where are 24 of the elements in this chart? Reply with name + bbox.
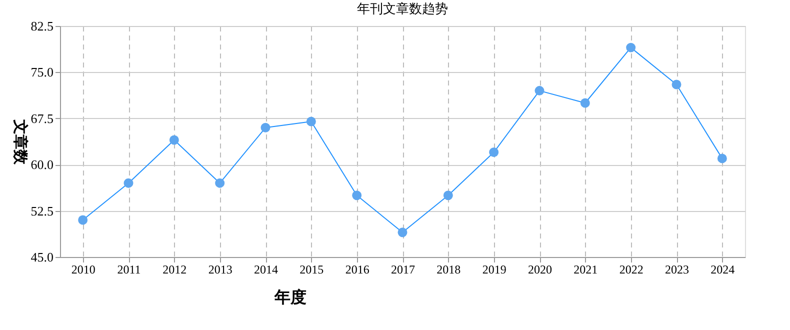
x-tick-label: 2015: [300, 262, 324, 276]
y-tick-label: 75.0: [30, 64, 54, 80]
x-tick-label: 2010: [71, 262, 96, 276]
x-axis-title: 年度: [274, 288, 306, 306]
x-tick-label: 2021: [574, 262, 598, 276]
y-tick-label: 67.5: [30, 110, 54, 126]
x-tick-label: 2019: [482, 262, 506, 276]
x-tick-label: 2023: [665, 262, 689, 276]
x-tick-label: 2011: [117, 262, 141, 276]
x-tick-label: 2017: [391, 262, 415, 276]
chart-title: 年刊文章数趋势: [357, 1, 448, 16]
x-tick-label: 2012: [162, 262, 187, 276]
x-tick-label: 2020: [528, 262, 552, 276]
y-tick-label: 82.5: [30, 18, 54, 34]
x-tick-label: 2016: [345, 262, 370, 276]
x-tick-label: 2018: [436, 262, 461, 276]
y-tick-label: 60.0: [30, 157, 54, 172]
y-axis-title: 文章数: [12, 118, 30, 166]
x-tick-label: 2013: [208, 262, 232, 276]
x-tick-label: 2014: [254, 262, 278, 276]
y-tick-label: 52.5: [30, 203, 54, 218]
x-tick-label: 2024: [710, 262, 735, 276]
y-tick-label: 45.0: [30, 250, 54, 264]
x-tick-label: 2022: [619, 262, 644, 276]
